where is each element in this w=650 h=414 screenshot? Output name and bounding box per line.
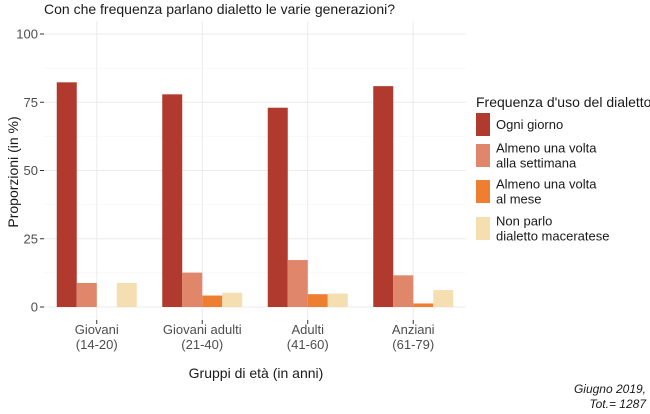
y-tick-label: 25 xyxy=(24,231,38,246)
caption: Giugno 2019,Tot.= 1287 xyxy=(574,382,647,411)
legend-label: Almeno una volta xyxy=(496,177,597,192)
bar xyxy=(76,282,97,307)
bar xyxy=(307,294,328,307)
bar xyxy=(393,275,414,307)
x-tick-label-line: (41-60) xyxy=(287,337,329,352)
x-tick-label-line: (21-40) xyxy=(181,337,223,352)
bar xyxy=(327,293,348,307)
bar xyxy=(182,272,203,307)
bar xyxy=(433,290,454,307)
legend-label: alla settimana xyxy=(496,156,577,171)
caption-line: Giugno 2019, xyxy=(574,382,646,396)
x-axis-title: Gruppi di età (in anni) xyxy=(189,365,324,381)
bar xyxy=(222,292,243,307)
legend-key xyxy=(476,113,490,136)
legend: Frequenza d'uso del dialetto Ogni giorno… xyxy=(476,94,650,244)
bar xyxy=(413,303,434,307)
bar xyxy=(162,94,183,307)
y-tick-label: 0 xyxy=(31,300,38,315)
plot-area: 0 25 50 75 100 Giovani(14-20) Giovani adulti(2… xyxy=(16,21,466,352)
y-tick-label: 75 xyxy=(24,95,38,110)
bar xyxy=(202,295,223,307)
bar xyxy=(287,260,308,307)
x-tick-label-line: Anziani xyxy=(392,322,435,337)
y-tick-label: 100 xyxy=(16,27,38,42)
x-tick-label-line: Giovani adulti xyxy=(163,322,242,337)
y-axis-title: Proporzioni (in %) xyxy=(5,116,21,227)
x-tick-label-line: Giovani xyxy=(75,322,119,337)
legend-label: Ogni giorno xyxy=(496,117,563,132)
x-tick-label-line: (14-20) xyxy=(76,337,118,352)
x-tick-label: Adulti(41-60) xyxy=(287,322,329,352)
bar xyxy=(56,82,77,307)
legend-title: Frequenza d'uso del dialetto xyxy=(476,94,650,110)
legend-key xyxy=(476,144,490,167)
x-tick-label-line: Adulti xyxy=(291,322,324,337)
x-tick-label: Giovani adulti(21-40) xyxy=(163,322,242,352)
legend-label: Almeno una volta xyxy=(496,141,597,156)
legend-label: al mese xyxy=(496,192,542,207)
caption-line: Tot.= 1287 xyxy=(589,397,647,411)
x-tick-label: Giovani(14-20) xyxy=(75,322,119,352)
x-tick-label: Anziani(61-79) xyxy=(392,322,435,352)
bar xyxy=(116,282,137,307)
chart-title: Con che frequenza parlano dialetto le va… xyxy=(44,1,395,17)
bar xyxy=(267,107,288,308)
legend-key xyxy=(476,180,490,203)
legend-key xyxy=(476,217,490,240)
y-tick-label: 50 xyxy=(24,163,38,178)
legend-label: dialetto maceratese xyxy=(496,229,609,244)
x-tick-label-line: (61-79) xyxy=(392,337,434,352)
bar xyxy=(373,86,394,307)
legend-label: Non parlo xyxy=(496,214,552,229)
